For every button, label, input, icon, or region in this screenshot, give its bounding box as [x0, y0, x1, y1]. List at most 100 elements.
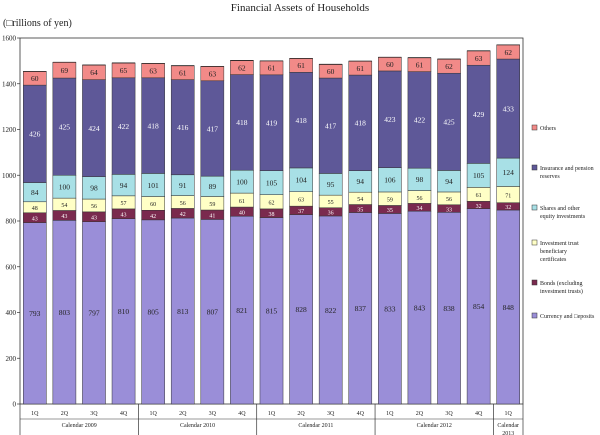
y-tick-label: 800 — [6, 218, 17, 226]
y-tick-label: 200 — [6, 355, 17, 363]
bar-value-label: 63 — [298, 198, 304, 204]
bar-value-label: 56 — [446, 197, 452, 203]
bar-value-label: 837 — [355, 304, 367, 313]
bar-value-label: 106 — [384, 176, 396, 185]
y-tick-label: 1000 — [2, 172, 17, 180]
bar-value-label: 100 — [59, 182, 71, 191]
bar-value-label: 425 — [59, 122, 71, 131]
y-axis-unit-label: (□rillions of yen) — [3, 18, 72, 29]
bar-value-label: 42 — [150, 214, 156, 220]
x-tick-label: 4Q — [357, 411, 365, 417]
x-tick-label: 3Q — [445, 411, 453, 417]
bar-value-label: 425 — [443, 118, 455, 127]
bar-value-label: 418 — [355, 119, 367, 128]
bar-value-label: 61 — [179, 68, 187, 77]
bar-value-label: 422 — [118, 122, 130, 131]
bar-value-label: 43 — [32, 216, 38, 222]
bar-value-label: 98 — [90, 184, 98, 193]
x-tick-label: 4Q — [238, 411, 246, 417]
bar-value-label: 828 — [295, 305, 307, 314]
bar-value-label: 71 — [505, 193, 511, 199]
legend-label: Insurance and pension — [540, 166, 594, 172]
bar-value-label: 65 — [120, 66, 128, 75]
bar-value-label: 62 — [504, 48, 512, 57]
bar-value-label: 60 — [150, 202, 156, 208]
bar-value-label: 43 — [121, 213, 127, 219]
y-tick-label: 400 — [6, 309, 17, 317]
bar-value-label: 61 — [357, 64, 365, 73]
bar-value-label: 98 — [416, 175, 424, 184]
bar-value-label: 417 — [325, 122, 337, 131]
bar-value-label: 43 — [61, 214, 67, 220]
y-tick-label: 0 — [13, 401, 17, 409]
x-group-label: Calendar 2011 — [298, 423, 333, 429]
bar-value-label: 62 — [269, 201, 275, 207]
bar-value-label: 813 — [177, 307, 189, 316]
bar-value-label: 36 — [328, 211, 334, 217]
bar-value-label: 423 — [384, 115, 396, 124]
x-tick-label: 4Q — [475, 411, 483, 417]
bar-value-label: 91 — [179, 181, 187, 190]
x-group-label: Calendar 2010 — [180, 423, 215, 429]
bar-value-label: 100 — [236, 177, 248, 186]
bar-value-label: 56 — [180, 201, 186, 207]
bar-value-label: 104 — [295, 176, 307, 185]
legend-swatch — [531, 312, 538, 319]
bar-value-label: 63 — [209, 69, 217, 78]
bar-value-label: 48 — [32, 206, 38, 212]
bar-value-label: 793 — [29, 309, 41, 318]
bar-value-label: 61 — [297, 61, 305, 70]
bar-value-label: 84 — [31, 188, 39, 197]
bar-value-label: 60 — [31, 74, 39, 83]
bar-value-label: 43 — [91, 216, 97, 222]
bar-value-label: 94 — [445, 177, 453, 186]
bar-value-label: 54 — [357, 197, 363, 203]
x-tick-label: 3Q — [209, 411, 217, 417]
bar-value-label: 426 — [29, 130, 41, 139]
bar-value-label: 32 — [505, 205, 511, 211]
bar-value-label: 797 — [88, 309, 100, 318]
bar-value-label: 821 — [236, 306, 248, 315]
bar-value-label: 41 — [209, 214, 215, 220]
legend-label: Others — [540, 126, 557, 132]
y-tick-label: 1400 — [2, 80, 17, 88]
bar-value-label: 833 — [384, 305, 396, 314]
bar-value-label: 61 — [476, 193, 482, 199]
bar-value-label: 60 — [327, 67, 335, 76]
bar-value-label: 35 — [357, 207, 363, 213]
bar-value-label: 63 — [149, 66, 157, 75]
bar-value-label: 417 — [207, 124, 219, 133]
bar-value-label: 61 — [239, 199, 245, 205]
x-tick-label: 2Q — [297, 411, 305, 417]
legend-swatch — [531, 239, 538, 246]
bar-value-label: 61 — [268, 64, 276, 73]
bar-value-label: 54 — [61, 203, 67, 209]
x-tick-label: 3Q — [327, 411, 335, 417]
legend-label: certificates — [540, 256, 567, 263]
bar-value-label: 810 — [118, 307, 130, 316]
bar-value-label: 105 — [473, 171, 485, 180]
bar-value-label: 418 — [148, 121, 160, 130]
bar-value-label: 62 — [238, 63, 246, 72]
bar-value-label: 843 — [414, 303, 426, 312]
x-group-label: Calendar — [497, 423, 519, 429]
bar-value-label: 57 — [121, 201, 127, 207]
x-tick-label: 2Q — [416, 411, 424, 417]
bar-value-label: 429 — [473, 110, 485, 119]
bar-value-label: 63 — [475, 54, 483, 63]
bar-value-label: 34 — [416, 206, 422, 212]
x-tick-label: 1Q — [505, 411, 513, 417]
x-group-label: 2013 — [502, 431, 514, 435]
bar-value-label: 854 — [473, 302, 485, 311]
bar-value-label: 59 — [209, 202, 215, 208]
bar-value-label: 416 — [177, 123, 189, 132]
bar-value-label: 89 — [209, 182, 217, 191]
bar-value-label: 805 — [148, 308, 160, 317]
bar-value-label: 32 — [476, 204, 482, 210]
x-tick-label: 2Q — [61, 411, 69, 417]
x-tick-label: 1Q — [268, 411, 276, 417]
bar-value-label: 64 — [90, 68, 98, 77]
bar-value-label: 838 — [443, 304, 455, 313]
legend-swatch — [531, 279, 538, 286]
